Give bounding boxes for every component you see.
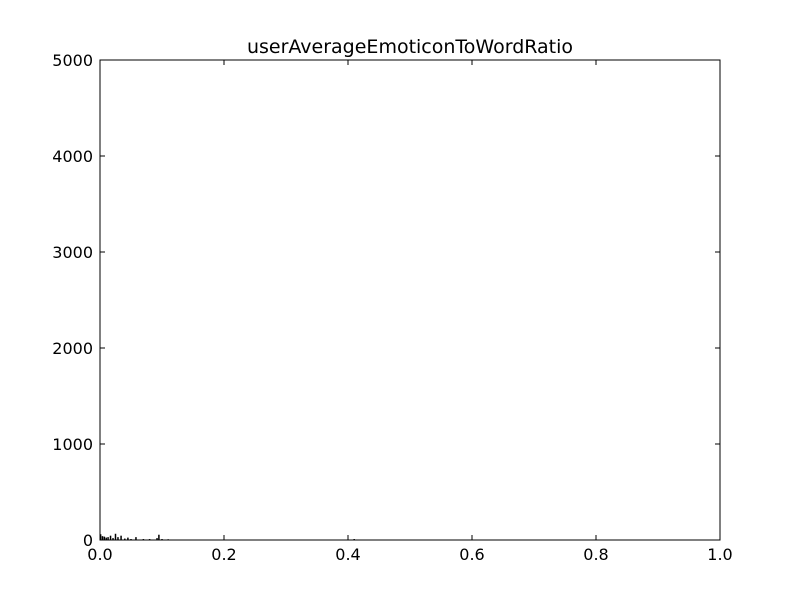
y-tick-label: 2000 <box>52 339 93 358</box>
y-tick-label: 3000 <box>52 243 93 262</box>
y-tick-label: 5000 <box>52 51 93 70</box>
x-tick-label: 0.0 <box>87 545 112 564</box>
x-tick-label: 1.0 <box>707 545 732 564</box>
chart-title: userAverageEmoticonToWordRatio <box>247 36 573 58</box>
y-tick-label: 0 <box>83 531 93 550</box>
ticks-group: 0.0 0.2 0.4 0.6 0.8 1.0 0 1000 2000 3000 4000 5000 <box>52 51 732 564</box>
x-tick-label: 0.8 <box>583 545 608 564</box>
x-tick-label: 0.6 <box>459 545 484 564</box>
x-tick-label: 0.2 <box>211 545 236 564</box>
bars-group <box>99 533 411 540</box>
y-tick-label: 4000 <box>52 147 93 166</box>
plot-frame <box>99 59 721 541</box>
x-tick-label: 0.4 <box>335 545 360 564</box>
y-tick-label: 1000 <box>52 435 93 454</box>
